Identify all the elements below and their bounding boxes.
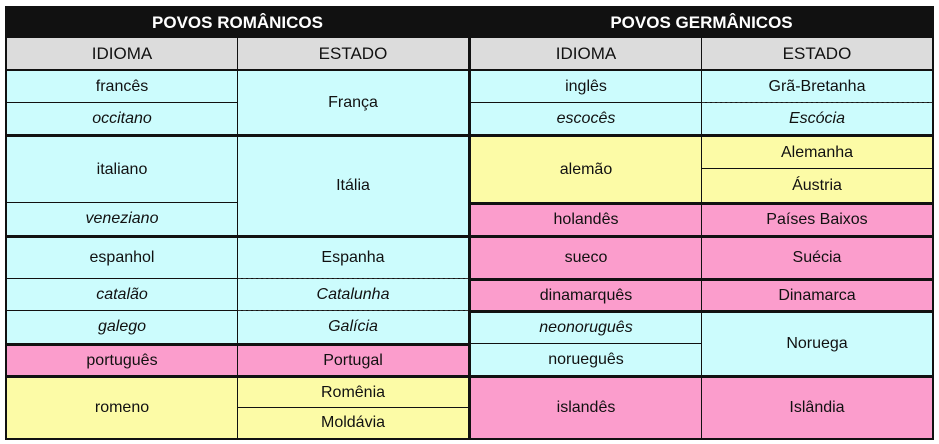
idioma-dinamarques: dinamarquês (471, 281, 701, 310)
subheader-idioma-right: IDIOMA (471, 38, 701, 69)
idioma-neonorogues: neonoruguês (471, 313, 701, 343)
estado-islandia: Islândia (702, 378, 932, 438)
idioma-islandes: islandês (471, 378, 701, 438)
idioma-romeno: romeno (7, 378, 237, 438)
idioma-frances: francês (7, 71, 237, 102)
estado-catalunha: Catalunha (238, 279, 468, 310)
estado-noruega: Noruega (702, 313, 932, 375)
idioma-escoces: escocês (471, 103, 701, 134)
idioma-espanhol: espanhol (7, 238, 237, 278)
header-romanicos: POVOS ROMÂNICOS (7, 8, 468, 38)
idioma-occitano: occitano (7, 103, 237, 134)
estado-espanha: Espanha (238, 238, 468, 278)
idioma-holandes: holandês (471, 205, 701, 235)
idioma-italiano: italiano (7, 137, 237, 202)
estado-italia: Itália (238, 137, 468, 235)
idioma-norogues: norueguês (471, 344, 701, 375)
idioma-ingles: inglês (471, 71, 701, 102)
estado-portugal: Portugal (238, 346, 468, 375)
estado-escocia: Escócia (702, 103, 932, 134)
estado-gra-bretanha: Grã-Bretanha (702, 71, 932, 102)
estado-suecia: Suécia (702, 238, 932, 278)
estado-paises-baixos: Países Baixos (702, 205, 932, 235)
idioma-catalao: catalão (7, 279, 237, 310)
subheader-estado-left: ESTADO (238, 38, 468, 69)
estado-franca: França (238, 71, 468, 134)
idioma-veneziano: veneziano (7, 203, 237, 235)
idioma-galego: galego (7, 311, 237, 343)
estado-dinamarca: Dinamarca (702, 281, 932, 310)
header-germanicos: POVOS GERMÂNICOS (471, 8, 932, 38)
estado-galicia: Galícia (238, 311, 468, 343)
estado-romenia: Romênia (238, 378, 468, 407)
idioma-portugues: português (7, 346, 237, 375)
subheader-estado-right: ESTADO (702, 38, 932, 69)
subheader-idioma-left: IDIOMA (7, 38, 237, 69)
estado-moldavia: Moldávia (238, 408, 468, 438)
dash-gra-bretanha-escocia (702, 102, 932, 103)
idioma-alemao: alemão (471, 137, 701, 202)
estado-alemanha: Alemanha (702, 137, 932, 168)
dash-catalunha-galicia (238, 310, 468, 311)
dash-espanha-catalunha (238, 278, 468, 279)
idioma-sueco: sueco (471, 238, 701, 278)
estado-austria: Áustria (702, 169, 932, 202)
